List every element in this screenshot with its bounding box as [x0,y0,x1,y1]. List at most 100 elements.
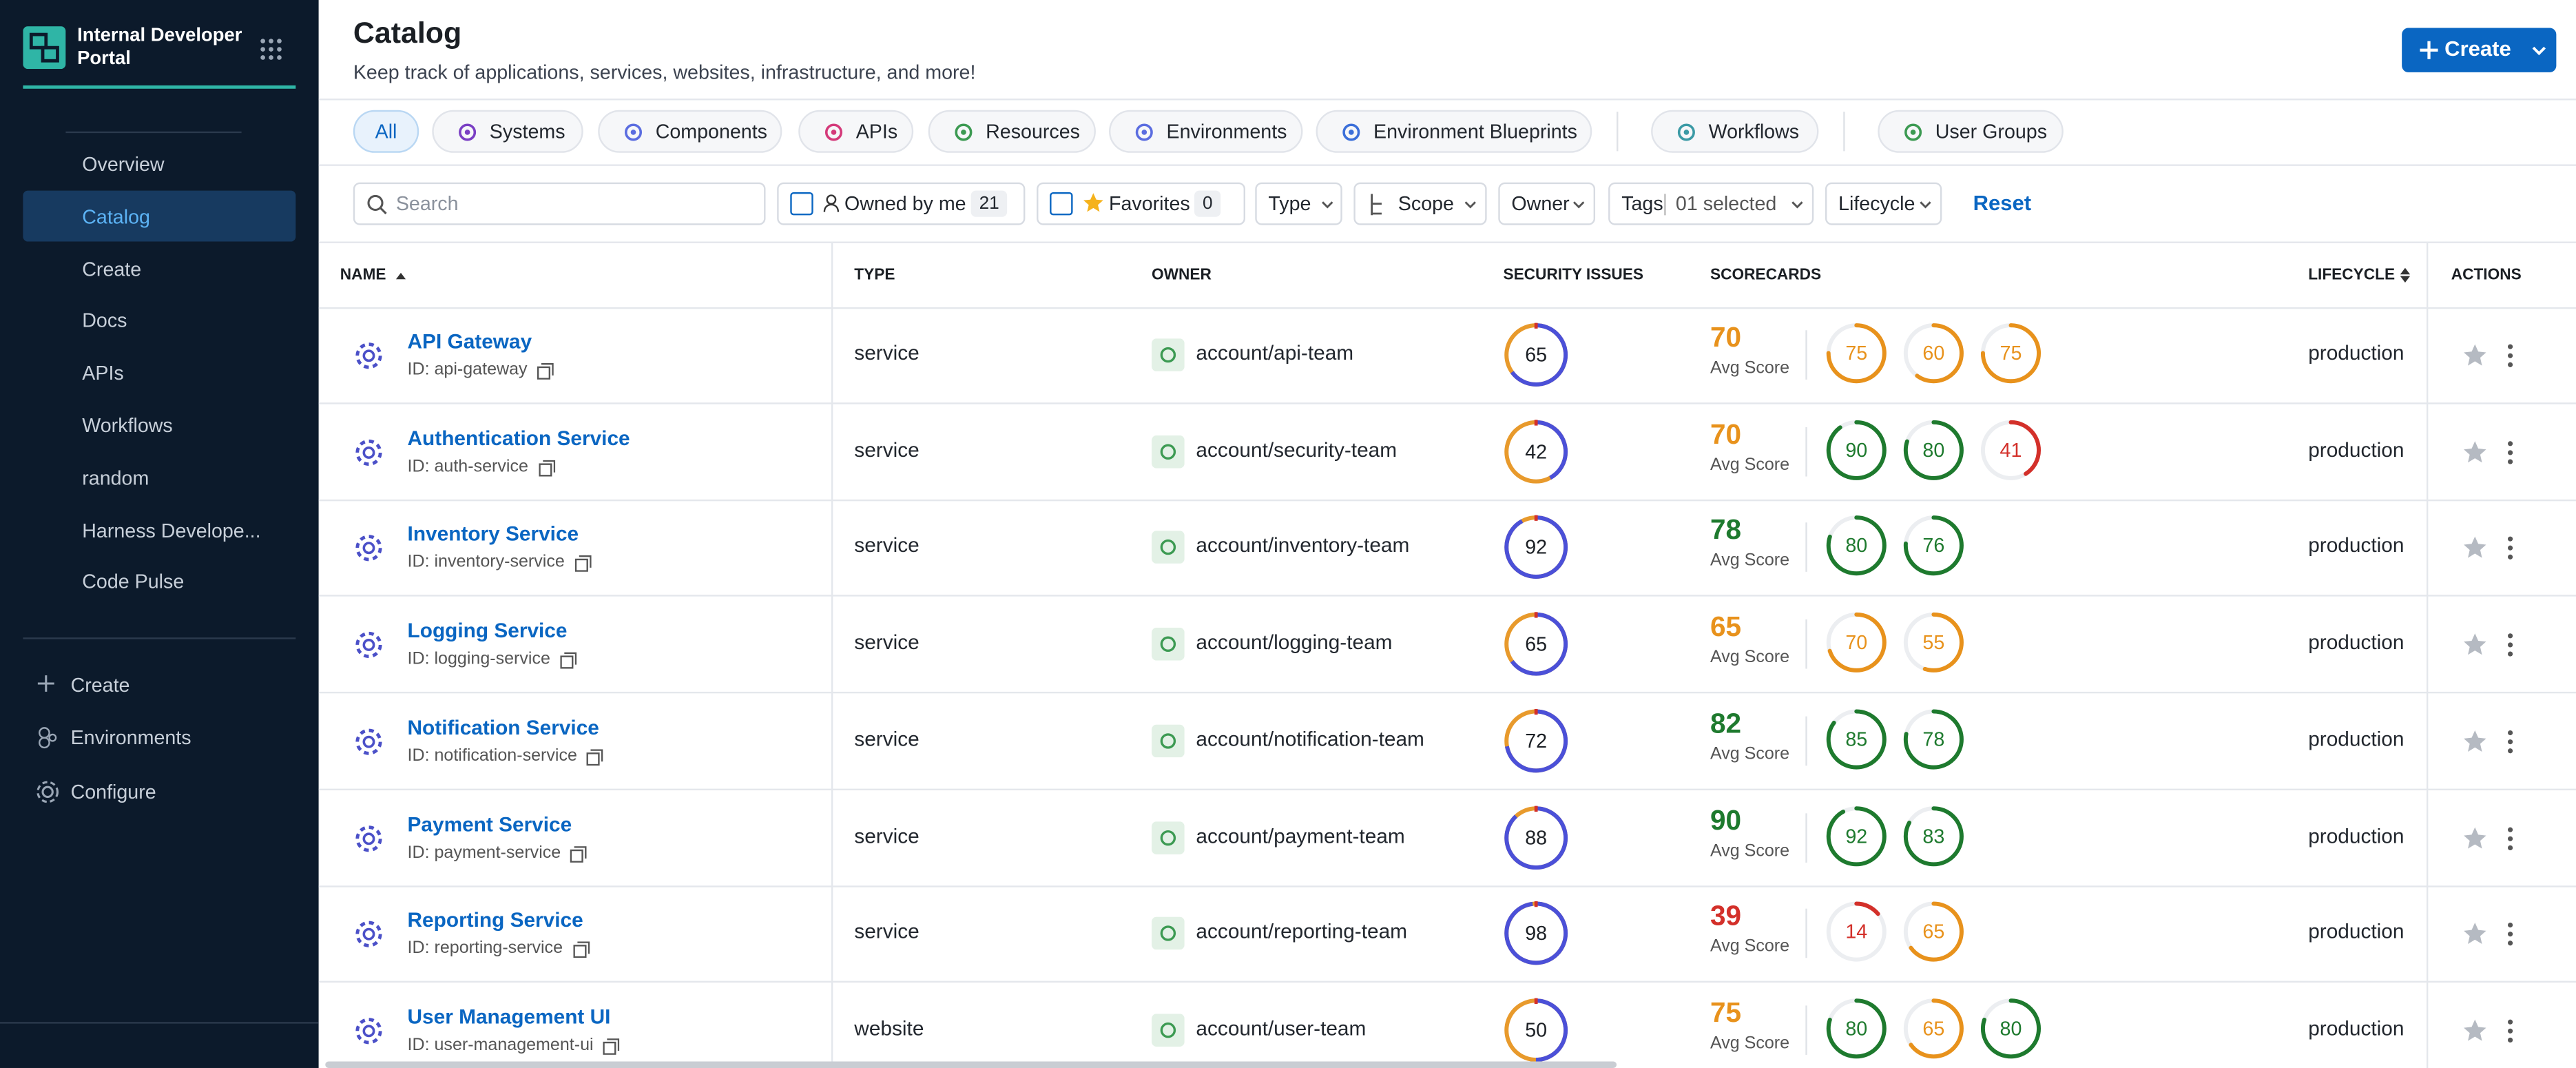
chevron [1573,201,1585,209]
score-ring-value: 55 [1922,630,1945,655]
entity-id: ID: payment-service [407,842,561,862]
owned-filter[interactable]: Owned by me 21 [777,182,1026,225]
entity-name[interactable]: Payment Service [407,812,572,836]
tab-label: Resources [986,120,1080,143]
favorite-star[interactable] [2462,729,2487,754]
avg-label: Avg Score [1710,358,1790,378]
avg-label: Avg Score [1710,840,1790,861]
entity-name[interactable]: Inventory Service [407,523,579,546]
favorite-star[interactable] [2462,343,2487,368]
entity-icon [355,439,382,466]
column-header[interactable]: LIFECYCLE [2308,266,2396,285]
action-item[interactable]: Configure [70,780,156,804]
owned-count: 21 [970,190,1008,217]
copy-icon[interactable] [573,941,590,958]
create-button[interactable]: Create [2402,28,2557,72]
nav-item[interactable]: Harness Develope... [82,518,261,542]
entity-name[interactable]: Authentication Service [407,427,630,450]
score-ring [1826,709,1887,770]
tab[interactable]: Environments [1109,110,1303,153]
tab[interactable]: APIs [798,110,914,153]
favorite-star[interactable] [2462,536,2487,561]
owner-icon [1152,628,1185,661]
tab[interactable]: Environment Blueprints [1316,110,1592,153]
tab-label: User Groups [1935,120,2048,143]
more-menu[interactable] [2507,343,2514,368]
score-divider [1805,716,1807,766]
type-filter[interactable]: Type [1255,182,1342,225]
more-menu[interactable] [2507,922,2514,947]
reset-link[interactable]: Reset [1973,190,2032,216]
tab[interactable]: Components [598,110,782,153]
entity-name[interactable]: API Gateway [407,330,532,353]
score-ring [1980,998,2042,1059]
score-ring-value: 75 [1845,341,1868,365]
entity-name[interactable]: Notification Service [407,716,599,739]
entity-icon [355,728,382,755]
copy-icon[interactable] [560,652,577,669]
more-menu[interactable] [2507,1018,2514,1043]
copy-icon[interactable] [574,555,592,573]
tab[interactable]: All [353,110,419,153]
nav-item[interactable]: Code Pulse [82,571,185,594]
more-menu[interactable] [2507,633,2514,657]
nav-item[interactable]: Workflows [82,413,173,438]
tab-separator [1617,112,1619,152]
tab-icon [1904,123,1922,141]
security-value: 92 [1525,536,1548,559]
tab[interactable]: Workflows [1651,110,1819,153]
copy-icon[interactable] [537,362,554,380]
favorite-star[interactable] [2462,440,2487,464]
scope-filter[interactable]: Scope [1353,182,1487,225]
copy-icon[interactable] [586,748,603,766]
nav-item[interactable]: Catalog [82,205,150,228]
owner-icon [1152,724,1185,757]
nav-item[interactable]: Overview [82,152,165,176]
divider [318,307,2576,309]
checkbox [1050,192,1073,216]
ring-arc [1903,805,1964,866]
entity-id: ID: inventory-service [407,553,565,573]
favorite-star[interactable] [2462,825,2487,850]
tags-filter[interactable]: Tags 01 selected [1608,182,1814,225]
page-subtitle: Keep track of applications, services, we… [353,61,976,84]
favorite-star[interactable] [2462,633,2487,657]
more-menu[interactable] [2507,536,2514,561]
nav-item[interactable]: Create [82,257,142,280]
nav-item[interactable]: Docs [82,309,127,333]
entity-name[interactable]: Logging Service [407,619,568,643]
favorite-star[interactable] [2462,922,2487,947]
favorites-filter[interactable]: Favorites 0 [1037,182,1245,225]
security-value: 42 [1525,440,1548,463]
divider [318,499,2576,501]
tab[interactable]: Resources [928,110,1096,153]
tab[interactable]: Systems [432,110,583,153]
score-ring [1826,323,1887,384]
lifecycle: production [2308,1016,2404,1040]
more-menu[interactable] [2507,825,2514,850]
more-menu[interactable] [2507,729,2514,754]
nav-item[interactable]: random [82,466,149,490]
tab-icon [1135,123,1153,141]
copy-icon[interactable] [570,845,587,862]
lifecycle-filter[interactable]: Lifecycle [1825,182,1942,225]
copy-icon[interactable] [603,1038,620,1055]
score-ring-value: 80 [1922,438,1945,462]
search-icon [367,194,387,215]
action-item[interactable]: Environments [70,726,191,750]
copy-icon[interactable] [539,459,556,476]
nav-item[interactable]: APIs [82,362,124,385]
action-item[interactable]: Create [70,673,130,697]
favorite-star[interactable] [2462,1018,2487,1043]
entity-name[interactable]: User Management UI [407,1005,611,1029]
brand-underline [23,85,296,89]
owner-filter[interactable]: Owner [1498,182,1596,225]
tab-label: Components [655,120,768,143]
tab[interactable]: User Groups [1878,110,2064,153]
entity-name[interactable]: Reporting Service [407,909,583,932]
search-box[interactable]: Search [353,182,766,225]
column-header[interactable]: NAME [340,266,386,285]
more-menu[interactable] [2507,440,2514,464]
score-ring-value: 83 [1922,823,1945,848]
